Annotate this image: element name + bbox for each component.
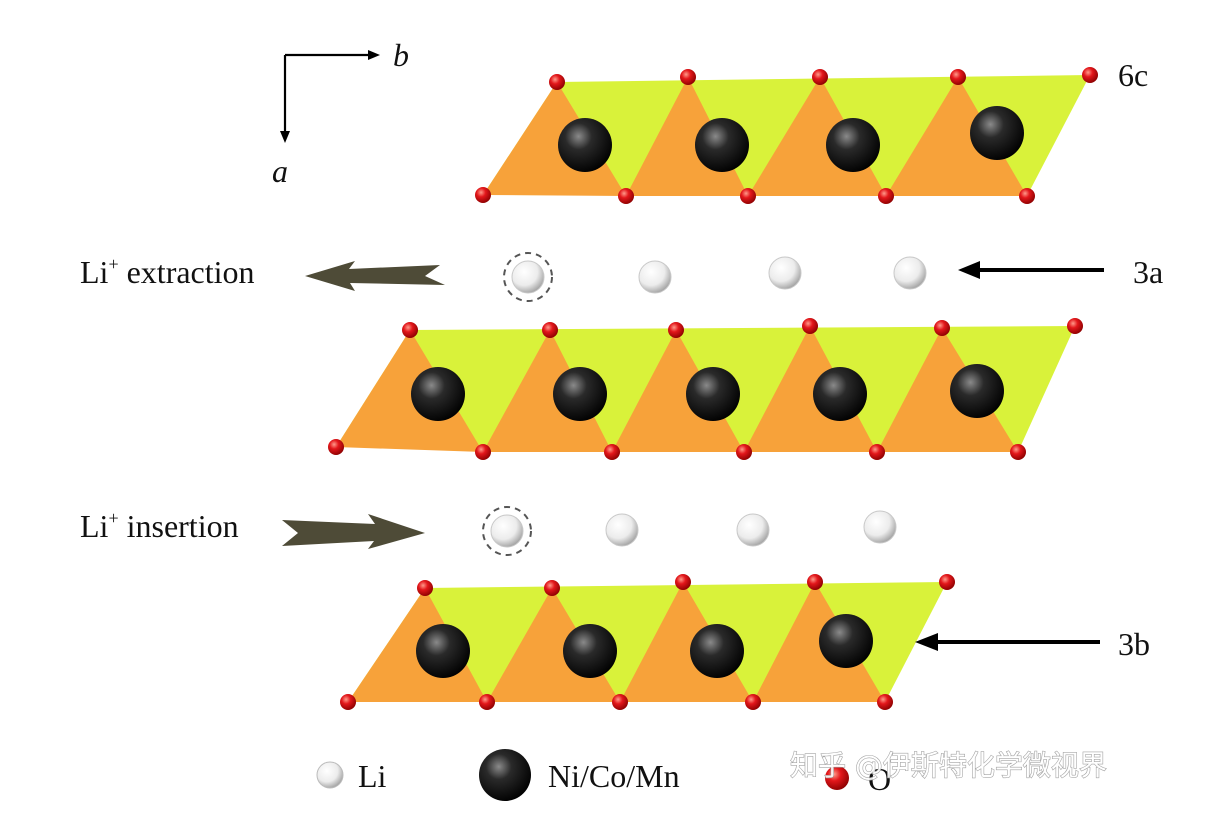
li-symbol: Li: [80, 508, 109, 544]
extraction-arrow: [305, 261, 445, 291]
octahedron-face: [753, 582, 885, 702]
site-label-6c: 6c: [1118, 57, 1148, 93]
oxygen-atom: [612, 694, 628, 710]
oxygen-atom: [475, 444, 491, 460]
extraction-text: extraction: [119, 254, 255, 290]
legend-o-symbol: [825, 766, 849, 790]
axis-b-label: b: [393, 37, 409, 73]
li-layer-3a: [503, 252, 927, 302]
oxygen-atom: [680, 69, 696, 85]
legend: Li Ni/Co/Mn O: [316, 749, 891, 801]
octahedron-face: [886, 77, 1027, 196]
tm-atom: [558, 118, 612, 172]
octahedron-face: [336, 330, 483, 452]
plus-superscript: +: [108, 508, 118, 528]
oxygen-atom: [1082, 67, 1098, 83]
tm-atom: [826, 118, 880, 172]
oxygen-atom: [934, 320, 950, 336]
octahedron-face: [483, 330, 612, 452]
oxygen-atom: [618, 188, 634, 204]
li-insertion-label: Li+ insertion: [80, 508, 239, 544]
oxygen-atom: [675, 574, 691, 590]
transition-metal-layer-middle: [328, 318, 1083, 460]
oxygen-atom: [417, 580, 433, 596]
li-atom: [736, 513, 770, 547]
tm-atom: [553, 367, 607, 421]
tm-atom: [411, 367, 465, 421]
li-atom: [768, 256, 802, 290]
transition-metal-layer-6c: [475, 67, 1098, 204]
tm-atom: [970, 106, 1024, 160]
oxygen-atom: [812, 69, 828, 85]
oxygen-atom: [544, 580, 560, 596]
oxygen-atom: [939, 574, 955, 590]
oxygen-atom: [950, 69, 966, 85]
oxygen-atom: [745, 694, 761, 710]
tm-atom: [686, 367, 740, 421]
tm-atom: [950, 364, 1004, 418]
oxygen-atom: [542, 322, 558, 338]
oxygen-atom: [479, 694, 495, 710]
oxygen-atom: [1010, 444, 1026, 460]
li-atom: [605, 513, 639, 547]
legend-tm-label: Ni/Co/Mn: [548, 758, 680, 794]
oxygen-atom: [1019, 188, 1035, 204]
oxygen-atom: [402, 322, 418, 338]
insertion-arrow: [282, 514, 425, 549]
vacancy-ring: [482, 506, 532, 556]
watermark: 知乎 @伊斯特化学微视界: [790, 749, 1107, 782]
tm-atom: [416, 624, 470, 678]
oxygen-atom: [475, 187, 491, 203]
li-atom: [893, 256, 927, 290]
site-label-3b: 3b: [1118, 626, 1150, 662]
site-arrow-3a: [958, 261, 1104, 279]
legend-tm-symbol: [479, 749, 531, 801]
oxygen-atom: [869, 444, 885, 460]
tm-atom: [819, 614, 873, 668]
oxygen-atom: [549, 74, 565, 90]
oxygen-atom: [604, 444, 620, 460]
oxygen-atom: [668, 322, 684, 338]
oxygen-atom: [736, 444, 752, 460]
legend-li-symbol: [316, 761, 344, 789]
li-symbol: Li: [80, 254, 109, 290]
li-atom: [863, 510, 897, 544]
axis-indicator: b a: [272, 37, 409, 189]
tm-atom: [690, 624, 744, 678]
tm-atom: [813, 367, 867, 421]
transition-metal-layer-3b: [340, 574, 955, 710]
octahedron-face: [612, 330, 744, 452]
site-label-3a: 3a: [1133, 254, 1163, 290]
tm-atom: [563, 624, 617, 678]
oxygen-atom: [328, 439, 344, 455]
plus-superscript: +: [108, 254, 118, 274]
li-extraction-label: Li+ extraction: [80, 254, 255, 290]
octahedron-face: [877, 328, 1018, 452]
oxygen-atom: [1067, 318, 1083, 334]
oxygen-atom: [877, 694, 893, 710]
oxygen-atom: [807, 574, 823, 590]
oxygen-atom: [740, 188, 756, 204]
tm-atom: [695, 118, 749, 172]
li-layer-lower: [482, 506, 897, 556]
site-arrow-3b: [915, 633, 1100, 651]
axis-a-label: a: [272, 153, 288, 189]
legend-o-label: O: [868, 761, 891, 797]
li-atom: [638, 260, 672, 294]
oxygen-atom: [340, 694, 356, 710]
li-atom: [511, 260, 545, 294]
oxygen-atom: [802, 318, 818, 334]
insertion-text: insertion: [119, 508, 239, 544]
li-atom: [490, 514, 524, 548]
vacancy-ring: [503, 252, 553, 302]
legend-li-label: Li: [358, 758, 387, 794]
oxygen-atom: [878, 188, 894, 204]
